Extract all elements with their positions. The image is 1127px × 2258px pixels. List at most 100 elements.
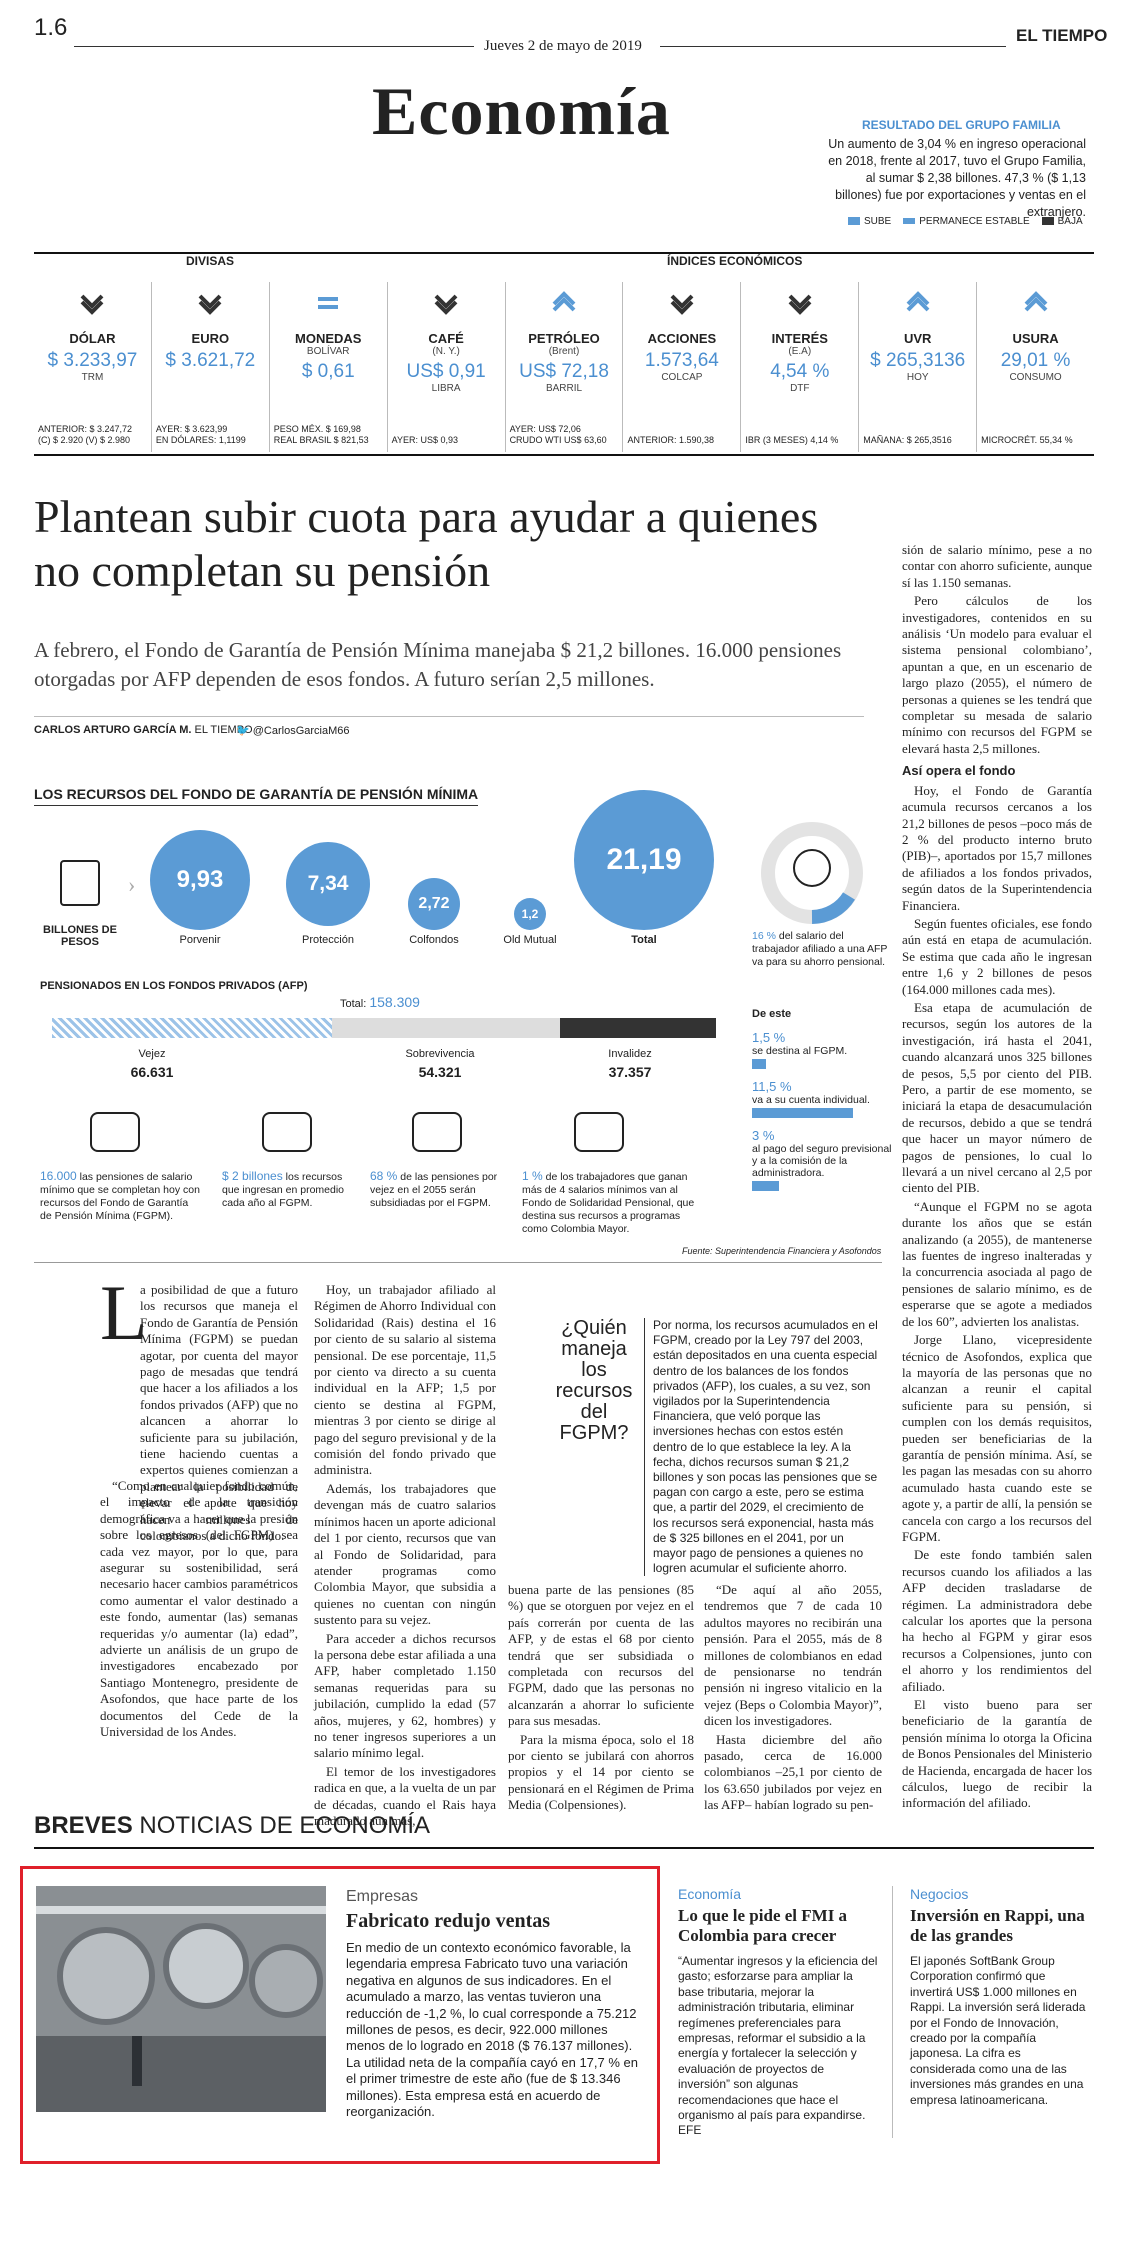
indicator-name: DÓLAR xyxy=(69,331,116,346)
pension-bar-sobrevivencia xyxy=(332,1018,560,1038)
breves-title: BREVES NOTICIAS DE ECONOMÍA xyxy=(34,1812,431,1839)
pension-value-sobrevivencia: 54.321 xyxy=(418,1064,462,1080)
pensionados-title: PENSIONADOS EN LOS FONDOS PRIVADOS (AFP) xyxy=(40,980,308,992)
indicator-6: INTERÉS (E.A) 4,54 % DTF IBR (3 MESES) 4,14 … xyxy=(741,282,860,452)
pie-16-percent xyxy=(761,822,863,924)
circle-old-mutual: 1,2 xyxy=(514,898,546,930)
breve-2-text: “Aumentar ingresos y la eficiencia del g… xyxy=(678,1954,878,2138)
indicator-unit: HOY xyxy=(906,372,929,383)
fact-68-percent: 68 % de las pensiones por vejez en el 20… xyxy=(370,1169,498,1210)
brand-logo: EL TIEMPO xyxy=(1016,26,1108,45)
money-icon xyxy=(60,860,100,906)
circle-colfondos: 2,72 xyxy=(408,878,460,930)
breve-3-title: Inversión en Rappi, una de las grandes xyxy=(910,1906,1085,1945)
indicator-foot: ANTERIOR: 1.590,38 xyxy=(627,435,714,445)
indicator-3: CAFÉ (N. Y.) US$ 0,91 LIBRA AYER: US$ 0,93 xyxy=(388,282,506,452)
legend-down: BAJA xyxy=(1041,216,1083,227)
breve-1-title: Fabricato redujo ventas xyxy=(346,1910,551,1932)
indicator-4: PETRÓLEO (Brent) US$ 72,18 BARRIL AYER: US$ … xyxy=(506,282,624,452)
de-este-title: De este xyxy=(752,1008,792,1020)
indicator-8: USURA 29,01 % CONSUMO MICROCRÉT. 55,34 % xyxy=(977,282,1094,452)
indicator-name: EURO xyxy=(191,331,230,346)
pension-label-vejez: Vejez xyxy=(138,1048,166,1060)
trend-stable-icon xyxy=(318,297,339,309)
quien-maneja-text: Por norma, los recursos acumulados en el… xyxy=(644,1318,880,1577)
indicator-value: 29,01 % xyxy=(1000,350,1071,371)
pension-label-sobrevivencia: Sobrevivencia xyxy=(405,1048,475,1060)
indicator-value: $ 0,61 xyxy=(301,361,355,382)
divisas-label: DIVISAS xyxy=(186,254,235,268)
indicator-unit: DTF xyxy=(790,383,810,394)
pension-value-invalidez: 37.357 xyxy=(608,1064,652,1080)
indicator-7: UVR $ 265,3136 HOY MAÑANA: $ 265,3516 xyxy=(859,282,978,452)
trend-down-icon xyxy=(434,294,458,315)
indicators-top-rule xyxy=(34,252,1094,254)
breve-1-kicker: Empresas xyxy=(346,1888,419,1905)
breves-divider xyxy=(892,1886,893,2138)
up-arrow-icon xyxy=(848,217,860,226)
article-lede: A febrero, el Fondo de Garantía de Pensi… xyxy=(34,638,842,691)
wallet-icon xyxy=(412,1112,462,1152)
circle-total: 21,19 xyxy=(574,790,714,930)
indicator-unit: LIBRA xyxy=(431,383,461,394)
masthead-rule-left xyxy=(74,46,474,47)
de-este-bar-3 xyxy=(752,1181,779,1191)
indicator-sub: BOLÍVAR xyxy=(306,346,350,357)
pension-bar-invalidez xyxy=(560,1018,716,1038)
subhead-asi-opera: Así opera el fondo xyxy=(902,763,1016,779)
circle-label-total: Total xyxy=(631,934,657,946)
trend-down-icon xyxy=(670,294,694,315)
indicator-sub: (Brent) xyxy=(548,346,580,357)
indicator-unit: TRM xyxy=(81,372,104,383)
pie-slice-16 xyxy=(811,892,855,924)
infographic-title: LOS RECURSOS DEL FONDO DE GARANTÍA DE PE… xyxy=(34,786,479,806)
de-este-item-3: 3 % al pago del seguro previsional y a la… xyxy=(752,1128,892,1191)
indicator-0: DÓLAR $ 3.233,97 TRM ANTERIOR: $ 3.247,72 (… xyxy=(34,282,152,452)
pension-bar-vejez xyxy=(52,1018,332,1038)
indicator-name: ACCIONES xyxy=(647,331,717,346)
indicator-value: $ 3.233,97 xyxy=(47,350,138,371)
trend-legend: SUBE PERMANECE ESTABLE BAJA xyxy=(848,216,1083,227)
indicator-unit: CONSUMO xyxy=(1009,372,1062,383)
indicator-foot: ANTERIOR: $ 3.247,72 (C) $ 2.920 (V) $ 2… xyxy=(38,424,133,445)
indices-label: ÍNDICES ECONÓMICOS xyxy=(667,254,803,268)
trend-up-icon xyxy=(1024,291,1047,312)
circle-proteccion: 7,34 xyxy=(286,842,370,926)
circle-label-colfondos: Colfondos xyxy=(409,934,459,946)
down-arrow-icon xyxy=(1041,217,1054,226)
legend-stable: PERMANECE ESTABLE xyxy=(903,216,1030,227)
indicators-bottom-rule xyxy=(34,454,1094,456)
indicator-foot: MAÑANA: $ 265,3516 xyxy=(863,435,952,445)
indicator-name: UVR xyxy=(903,331,932,346)
body-column-5: sión de salario mínimo, pese a no contar… xyxy=(902,542,1092,1811)
infographic-bottom-rule xyxy=(34,1262,882,1263)
indicator-name: CAFÉ xyxy=(428,331,464,346)
indicator-value: $ 265,3136 xyxy=(870,350,966,371)
indicator-unit: BARRIL xyxy=(545,383,583,394)
indicator-sub: (N. Y.) xyxy=(432,346,460,357)
trend-up-icon xyxy=(552,291,576,312)
breve-3-text: El japonés SoftBank Group Corporation co… xyxy=(910,1954,1086,2107)
byline-rule xyxy=(34,716,864,717)
calculator-bag-icon xyxy=(262,1112,312,1152)
indicator-foot: AYER: US$ 0,93 xyxy=(391,435,459,445)
breve-3-kicker: Negocios xyxy=(910,1886,969,1902)
stable-icon xyxy=(903,218,916,225)
quien-maneja-title: ¿Quién maneja los recursos del FGPM? xyxy=(555,1317,633,1444)
body-column-2: Hoy, un trabajador afiliado al Régimen d… xyxy=(314,1282,496,1828)
twitter-handle[interactable]: 🐦 @CarlosGarciaM66 xyxy=(236,725,350,737)
masthead-rule-right xyxy=(660,46,1006,47)
page-number: 1.6 xyxy=(34,14,68,41)
source-note: Fuente: Superintendencia Financiera y As… xyxy=(682,1246,882,1256)
breves-rule xyxy=(34,1847,1094,1849)
billones-label: BILLONES DE PESOS xyxy=(43,924,117,948)
indicator-sub: (E.A) xyxy=(788,346,812,357)
de-este-item-2: 11,5 % va a su cuenta individual. xyxy=(752,1079,892,1118)
indicator-name: INTERÉS xyxy=(771,331,828,346)
indicator-2: MONEDAS BOLÍVAR $ 0,61 PESO MÉX. $ 169,98 R… xyxy=(270,282,388,452)
fact-1-percent: 1 % de los trabajadores que ganan más de… xyxy=(522,1169,695,1236)
trend-down-icon xyxy=(81,294,104,315)
breve-2-title: Lo que le pide el FMI a Colombia para cr… xyxy=(678,1906,848,1945)
indicator-value: 4,54 % xyxy=(770,361,830,382)
date-line: Jueves 2 de mayo de 2019 xyxy=(484,38,642,54)
